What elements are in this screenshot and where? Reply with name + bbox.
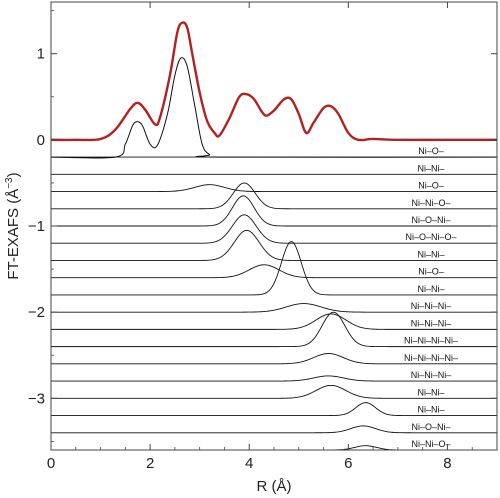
path-label: Ni–Ni–Ni–: [411, 318, 452, 328]
path-label: Ni–O–Ni–: [411, 215, 450, 225]
scattering-path-curve: [51, 311, 497, 348]
scattering-path-curve: [51, 241, 497, 296]
curve-layer: [51, 21, 497, 450]
scattering-path-curve: [51, 182, 497, 210]
scattering-path-curve: [51, 384, 497, 399]
scattering-path-curve: [51, 425, 497, 434]
y-tick-label: 1: [37, 46, 45, 63]
scattering-path-curve: [51, 214, 497, 244]
scattering-path-curve: [51, 375, 497, 382]
path-label: Ni–Ni–: [417, 284, 444, 294]
scattering-path-curve: [51, 303, 497, 313]
x-tick-label: 8: [443, 455, 451, 472]
y-tick-label: −2: [28, 304, 45, 321]
path-label: Ni–O–: [418, 146, 444, 156]
scattering-path-curve: [51, 353, 497, 365]
path-label: Ni–Ni–Ni–: [411, 301, 452, 311]
path-label: Ni–O–Ni–: [411, 422, 450, 432]
scattering-path-curve: [51, 402, 497, 416]
path-label: Ni–Ni–: [417, 250, 444, 260]
path-label: Ni–Ni–O–: [411, 439, 450, 449]
x-tick-label: 0: [47, 455, 55, 472]
path-label: Ni–Ni–: [417, 405, 444, 415]
y-axis-title: FT-EXAFS (Å−3): [4, 172, 22, 279]
x-tick-label: 2: [146, 455, 154, 472]
scattering-path-curve: [51, 184, 497, 192]
path-label: Ni–O–: [418, 181, 444, 191]
y-axis-title-main: FT-EXAFS (Å: [5, 189, 22, 280]
y-axis-title-close: ): [5, 172, 22, 177]
scattering-path-curve: [51, 313, 497, 330]
path-label: Ni–Ni–Ni–Ni–: [404, 353, 458, 363]
x-axis-title: R (Å): [257, 478, 292, 495]
path-label-layer: Ni–O–Ni–Ni–Ni–O–Ni–Ni–O–Ni–O–Ni–Ni–O–Ni–…: [404, 146, 458, 449]
x-tick-label: 6: [344, 455, 352, 472]
path-label: Ni–Ni–Ni–: [411, 370, 452, 380]
x-axis-ticks: 0 2 4 6 8: [47, 2, 473, 472]
y-tick-label: −3: [28, 390, 45, 407]
x-tick-label: 4: [245, 455, 253, 472]
y-axis-ticks: 1 0 −1 −2 −3: [28, 10, 497, 442]
experimental-curve: [51, 21, 497, 142]
y-tick-label: −1: [28, 218, 45, 235]
path-label: Ni–O–Ni–O–: [405, 232, 456, 242]
path-label: Ni–O–: [418, 267, 444, 277]
path-label: Ni–Ni–: [417, 387, 444, 397]
scattering-path-curve: [51, 264, 497, 279]
scattering-path-curve: [51, 195, 497, 227]
path-label: Ni–Ni–Ni–Ni–: [404, 336, 458, 346]
fit-curve: [51, 57, 497, 159]
y-axis-title-exponent: −3: [4, 177, 15, 189]
path-label: Ni–Ni–: [417, 163, 444, 173]
path-label: Ni–Ni–O–: [411, 198, 450, 208]
scattering-path-curve: [51, 229, 497, 261]
y-tick-label: 0: [37, 132, 45, 149]
